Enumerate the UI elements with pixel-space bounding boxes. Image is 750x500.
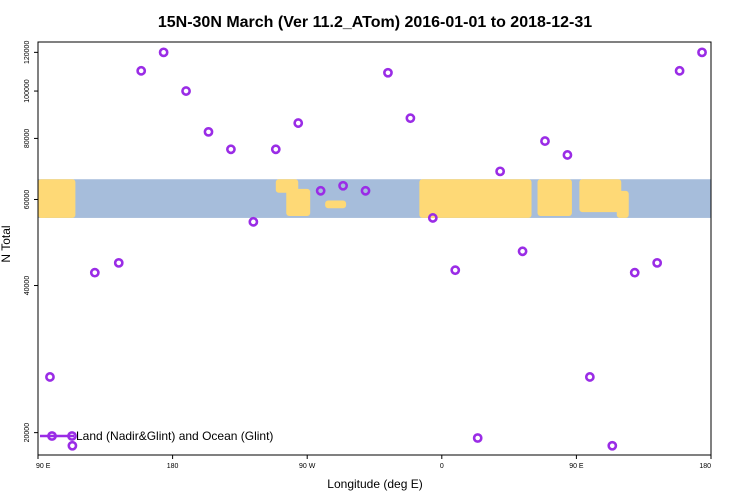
x-axis-label: Longitude (deg E) [327,477,422,491]
land-masses [38,179,629,218]
land-asia-sw [38,200,47,218]
data-point [67,440,78,451]
x-tick-label: 90 E [36,463,51,470]
data-point [450,265,461,276]
land-caribbean [325,200,347,209]
data-point [697,47,707,58]
data-point [338,180,348,191]
data-point [383,67,393,78]
legend-label: Land (Nadir&Glint) and Ocean (Glint) [76,429,273,443]
world-map-strip [38,179,711,218]
x-tick-label: 90 E [569,463,584,470]
y-tick-label: 20000 [24,423,31,443]
land-asia-west [38,179,76,218]
y-tick-label: 40000 [24,276,31,296]
chart-title: 15N-30N March (Ver 11.2_ATom) 2016-01-01… [158,14,592,31]
x-tick-label: 180 [699,463,711,470]
land-africa-arabia [419,179,532,218]
data-point [540,136,550,146]
y-tick-label: 120000 [24,41,31,64]
data-point [517,246,528,257]
data-point [405,113,416,124]
data-point [248,216,259,227]
y-axis-label: N Total [0,225,13,262]
x-tick-label: 180 [167,463,179,470]
data-point [472,433,483,443]
land-philippines [616,190,629,218]
x-axis: 90 E 180 90 W 0 90 E 180 [36,455,712,470]
x-tick-label: 0 [440,463,444,470]
data-point [629,267,640,278]
data-point [315,185,326,196]
data-point [674,65,685,76]
x-tick-label: 90 W [299,463,316,470]
data-point [113,257,124,268]
y-axis: 20000 40000 60000 80000 100000 120000 [24,41,38,443]
data-point [181,86,191,96]
plot-frame [37,41,712,456]
data-point [427,213,438,223]
data-point [607,440,618,451]
y-tick-label: 100000 [24,79,31,102]
data-point [360,185,371,196]
data-point [495,166,506,177]
data-point [270,144,281,155]
data-point [203,126,214,137]
data-point [652,257,663,268]
data-point [136,65,147,76]
legend: Land (Nadir&Glint) and Ocean (Glint) [40,429,273,443]
data-point [562,150,573,160]
data-point [89,267,100,278]
data-point [226,144,236,155]
land-se-asia [579,179,622,213]
land-india [537,179,572,217]
legend-marker [47,431,57,441]
legend-marker [67,431,77,441]
data-point [584,372,595,382]
data-point [45,372,55,382]
data-point [293,118,304,128]
data-point [158,47,169,58]
data-points [45,47,707,451]
y-tick-label: 80000 [24,129,31,149]
y-tick-label: 60000 [24,190,31,210]
land-mexico-south [286,188,311,217]
